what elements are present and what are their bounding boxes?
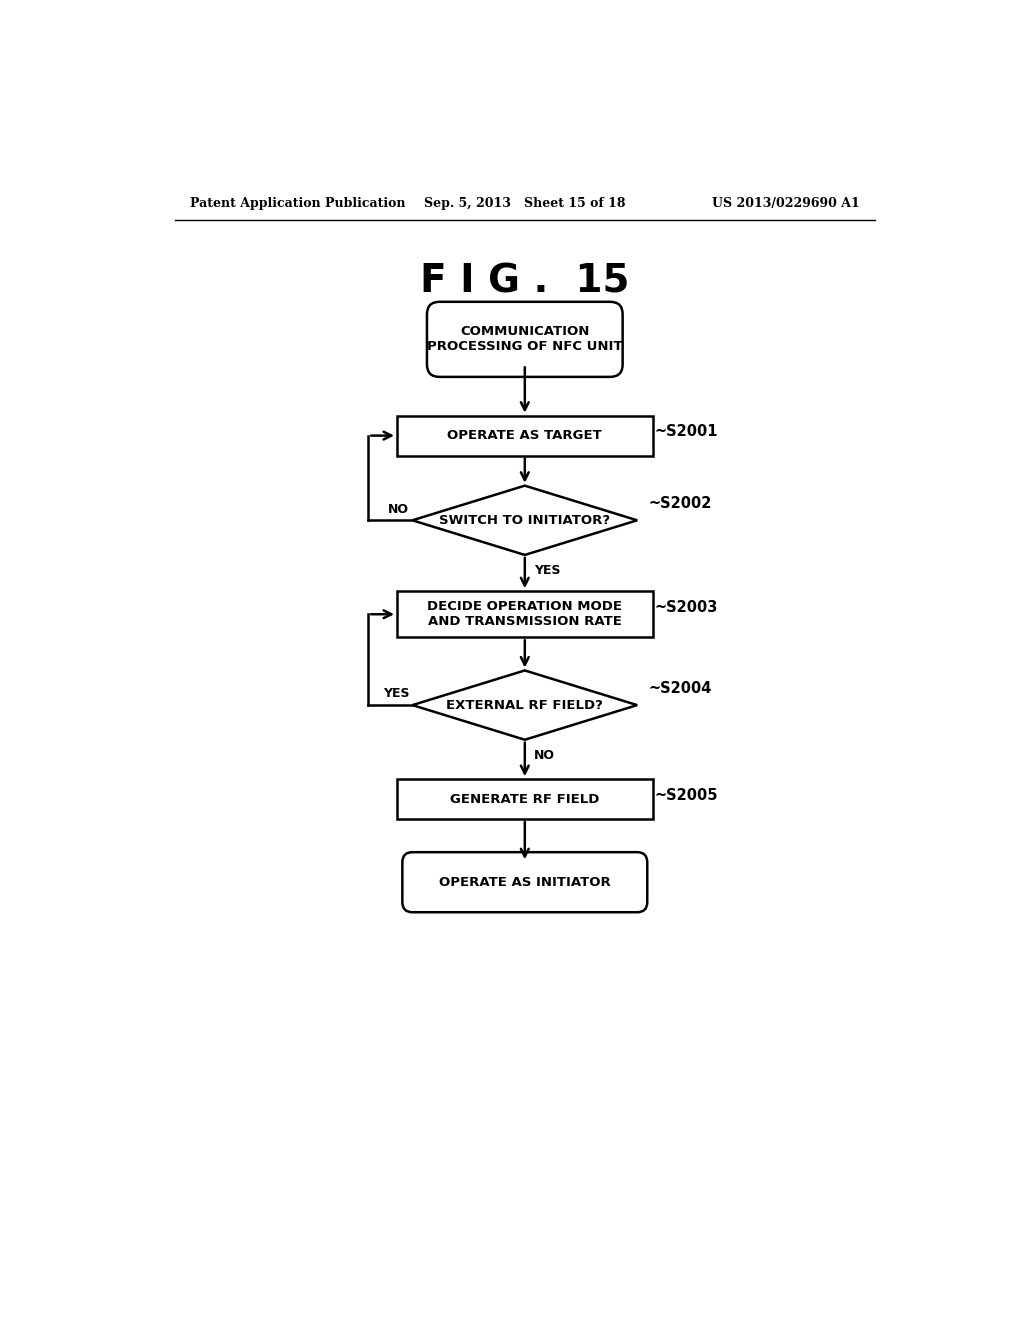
Text: OPERATE AS TARGET: OPERATE AS TARGET	[447, 429, 602, 442]
Text: YES: YES	[535, 564, 560, 577]
Text: OPERATE AS INITIATOR: OPERATE AS INITIATOR	[439, 875, 610, 888]
Text: US 2013/0229690 A1: US 2013/0229690 A1	[712, 197, 859, 210]
Text: Sep. 5, 2013   Sheet 15 of 18: Sep. 5, 2013 Sheet 15 of 18	[424, 197, 626, 210]
FancyBboxPatch shape	[402, 853, 647, 912]
Text: DECIDE OPERATION MODE
AND TRANSMISSION RATE: DECIDE OPERATION MODE AND TRANSMISSION R…	[427, 601, 623, 628]
Text: NO: NO	[535, 748, 555, 762]
Text: Patent Application Publication: Patent Application Publication	[190, 197, 406, 210]
Text: YES: YES	[383, 688, 410, 701]
Text: ~S2002: ~S2002	[649, 496, 712, 511]
Bar	[397, 591, 652, 638]
Text: GENERATE RF FIELD: GENERATE RF FIELD	[451, 792, 599, 805]
Text: SWITCH TO INITIATOR?: SWITCH TO INITIATOR?	[439, 513, 610, 527]
FancyBboxPatch shape	[427, 302, 623, 378]
Text: ~S2001: ~S2001	[655, 424, 719, 440]
Bar	[397, 779, 652, 818]
Text: COMMUNICATION
PROCESSING OF NFC UNIT: COMMUNICATION PROCESSING OF NFC UNIT	[427, 325, 623, 354]
Text: F I G .  15: F I G . 15	[420, 263, 630, 301]
Text: ~S2004: ~S2004	[649, 681, 712, 696]
Text: EXTERNAL RF FIELD?: EXTERNAL RF FIELD?	[446, 698, 603, 711]
Text: ~S2005: ~S2005	[655, 788, 719, 803]
Bar	[397, 416, 652, 455]
Polygon shape	[413, 671, 637, 739]
Text: NO: NO	[388, 503, 410, 516]
Polygon shape	[413, 486, 637, 554]
Text: ~S2003: ~S2003	[655, 599, 719, 615]
